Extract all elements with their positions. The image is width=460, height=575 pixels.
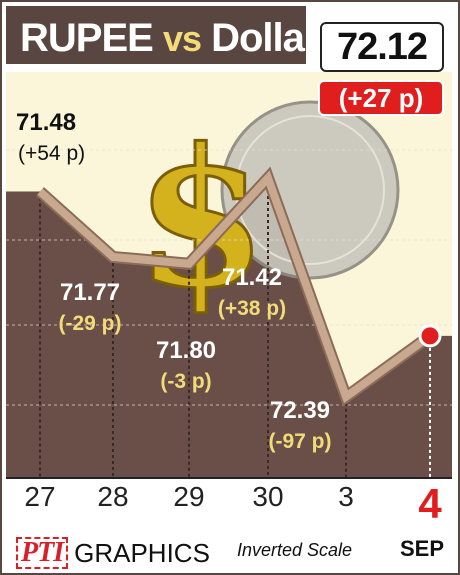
coin-rim: [235, 115, 385, 265]
title-dollar: Dollar: [211, 16, 319, 60]
x-tick-label: 3: [338, 481, 354, 512]
data-label-value: 71.80: [156, 337, 216, 364]
series-line: [37, 170, 433, 404]
data-label-change: (-29 p): [59, 312, 122, 335]
title-bar: RUPEE vs Dollar: [6, 6, 319, 64]
data-label-value: 71.77: [60, 279, 120, 306]
data-label-value: 72.39: [270, 397, 330, 424]
latest-change-badge: (+27 p): [318, 80, 444, 116]
latest-value-box: 72.12: [320, 22, 444, 72]
month-label: SEP: [400, 536, 445, 561]
x-axis-band: [6, 478, 452, 530]
highlight-point: [418, 324, 442, 348]
area-fill: [6, 178, 452, 478]
x-tick-label: 27: [24, 481, 55, 512]
pti-graphics-logo: PTI GRAPHICS: [16, 536, 210, 570]
data-label-change: (-3 p): [160, 370, 211, 393]
x-tick-label: 28: [97, 481, 128, 512]
data-label-value: 71.42: [222, 264, 282, 291]
title-vs: vs: [162, 18, 202, 59]
dollar-sign-icon: $: [135, 107, 267, 330]
data-label-change: (-97 p): [269, 430, 332, 453]
data-label-value: 71.48: [16, 109, 76, 136]
title-rupee: RUPEE: [20, 16, 154, 60]
scale-note: Inverted Scale: [237, 540, 353, 560]
chart-title: RUPEE vs Dollar: [20, 16, 319, 61]
latest-value: 72.12: [336, 26, 428, 68]
data-label-change: (+54 p): [18, 142, 85, 165]
data-label-change: (+38 p): [218, 297, 286, 320]
x-tick-label: 30: [252, 481, 283, 512]
pti-logo: PTI: [16, 537, 69, 569]
x-tick-label: 4: [418, 480, 442, 527]
graphics-label: GRAPHICS: [74, 537, 210, 568]
x-tick-label: 29: [173, 481, 204, 512]
